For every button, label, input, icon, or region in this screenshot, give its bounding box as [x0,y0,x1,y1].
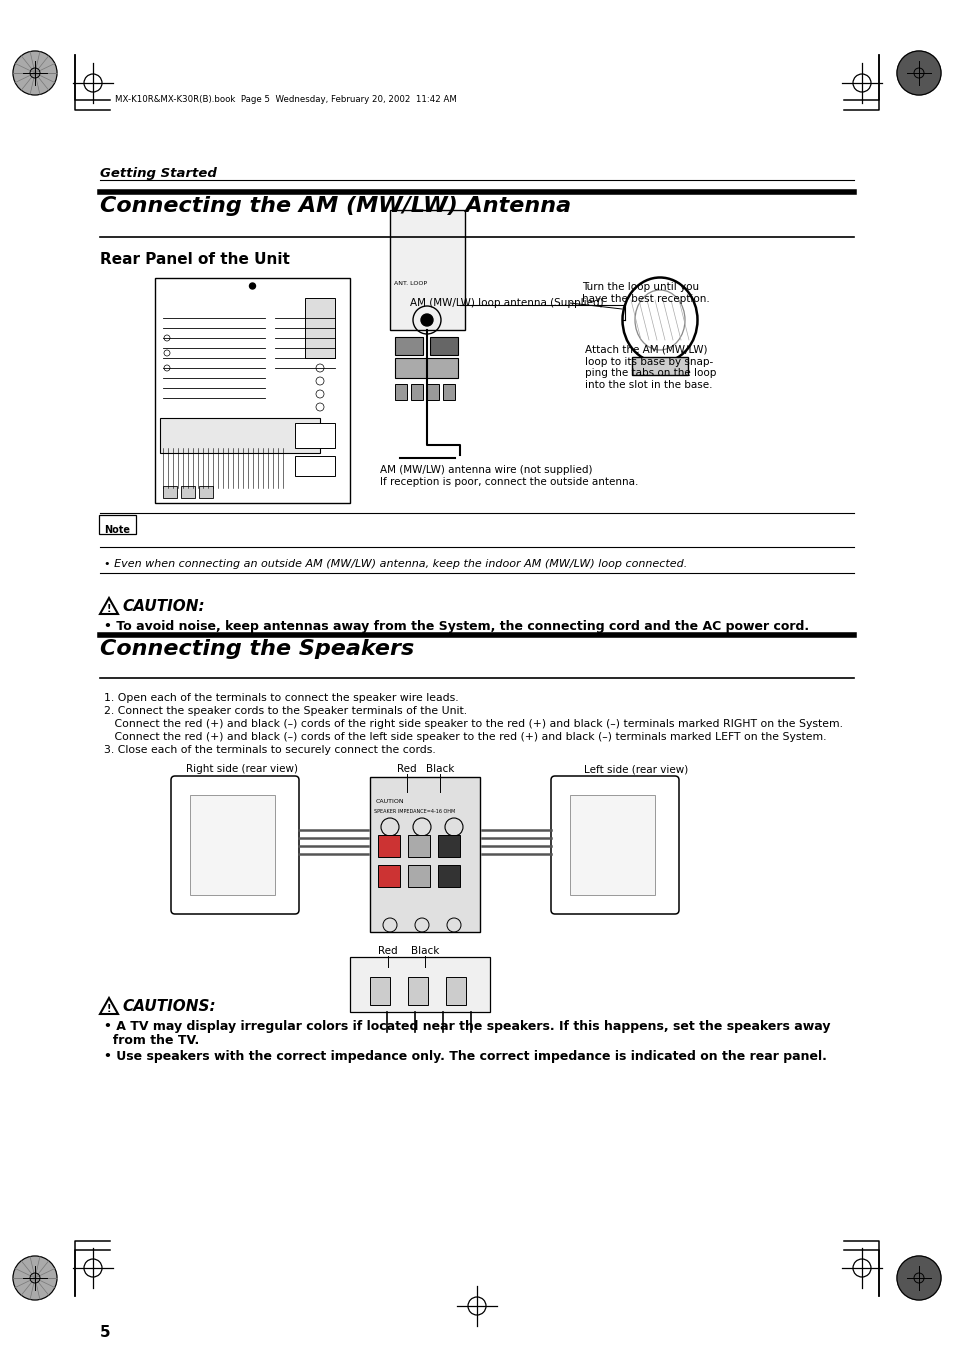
Bar [377,835,399,857]
Text: Connecting the Speakers: Connecting the Speakers [100,639,414,659]
Bar [427,384,438,400]
Text: Connect the red (+) and black (–) cords of the right side speaker to the red (+): Connect the red (+) and black (–) cords … [104,719,842,730]
Bar [569,794,655,894]
Circle shape [420,313,433,326]
Text: CAUTIONS:: CAUTIONS: [122,998,215,1015]
Text: Red: Red [377,946,397,957]
Text: !: ! [107,1004,112,1015]
Text: Black: Black [425,765,454,774]
Bar [154,278,350,503]
Text: ANT. LOOP: ANT. LOOP [394,281,427,286]
Text: • To avoid noise, keep antennas away from the System, the connecting cord and th: • To avoid noise, keep antennas away fro… [104,620,808,634]
Text: Attach the AM (MW/LW)
loop to its base by snap-
ping the tabs on the loop
into t: Attach the AM (MW/LW) loop to its base b… [584,345,716,390]
Text: Rear Panel of the Unit: Rear Panel of the Unit [100,253,290,267]
Bar [181,486,194,499]
Circle shape [13,1256,57,1300]
Text: AM (MW/LW) loop antenna (Supplied): AM (MW/LW) loop antenna (Supplied) [410,299,603,308]
Text: from the TV.: from the TV. [104,1034,199,1047]
Bar [446,977,465,1005]
Bar [370,977,390,1005]
Text: Red: Red [396,765,416,774]
Text: Black: Black [411,946,438,957]
Text: Left side (rear view): Left side (rear view) [583,765,687,774]
Bar [370,777,479,932]
Bar [411,384,422,400]
Bar [395,358,457,378]
Text: 5: 5 [100,1325,111,1340]
Text: SPEAKER IMPEDANCE=4-16 OHM: SPEAKER IMPEDANCE=4-16 OHM [374,809,455,815]
Bar [390,209,464,330]
Text: Connecting the AM (MW/LW) Antenna: Connecting the AM (MW/LW) Antenna [100,196,571,216]
Bar [350,957,490,1012]
Circle shape [896,1256,940,1300]
Bar [395,336,422,355]
Bar [430,336,457,355]
Text: • Use speakers with the correct impedance only. The correct impedance is indicat: • Use speakers with the correct impedanc… [104,1050,826,1063]
Bar [199,486,213,499]
Circle shape [250,282,255,289]
FancyBboxPatch shape [551,775,679,915]
Bar [190,794,274,894]
Text: • A TV may display irregular colors if located near the speakers. If this happen: • A TV may display irregular colors if l… [104,1020,830,1034]
Bar [437,835,459,857]
Bar [163,486,177,499]
Text: Getting Started: Getting Started [100,168,216,180]
Bar [442,384,455,400]
Circle shape [896,51,940,95]
Text: 3. Close each of the terminals to securely connect the cords.: 3. Close each of the terminals to secure… [104,744,436,755]
Bar [294,457,335,476]
Text: CAUTION: CAUTION [375,798,404,804]
Text: Turn the loop until you
have the best reception.: Turn the loop until you have the best re… [581,282,709,304]
Text: Note: Note [104,526,130,535]
Bar [408,865,430,888]
Text: Right side (rear view): Right side (rear view) [186,765,297,774]
FancyBboxPatch shape [99,515,136,534]
Bar [631,357,687,376]
Text: Connect the red (+) and black (–) cords of the left side speaker to the red (+) : Connect the red (+) and black (–) cords … [104,732,825,742]
Bar [408,977,428,1005]
Text: 2. Connect the speaker cords to the Speaker terminals of the Unit.: 2. Connect the speaker cords to the Spea… [104,707,467,716]
Bar [160,417,319,453]
Bar [294,423,335,449]
Bar [305,299,335,358]
FancyBboxPatch shape [171,775,298,915]
Text: MX-K10R&MX-K30R(B).book  Page 5  Wednesday, February 20, 2002  11:42 AM: MX-K10R&MX-K30R(B).book Page 5 Wednesday… [115,95,456,104]
Text: CAUTION:: CAUTION: [122,598,204,613]
Text: • Even when connecting an outside AM (MW/LW) antenna, keep the indoor AM (MW/LW): • Even when connecting an outside AM (MW… [104,559,686,569]
Text: AM (MW/LW) antenna wire (not supplied)
If reception is poor, connect the outside: AM (MW/LW) antenna wire (not supplied) I… [379,465,638,486]
Bar [377,865,399,888]
Circle shape [13,51,57,95]
Text: 1. Open each of the terminals to connect the speaker wire leads.: 1. Open each of the terminals to connect… [104,693,458,703]
Bar [437,865,459,888]
Text: !: ! [107,604,112,613]
Bar [408,835,430,857]
Bar [395,384,407,400]
